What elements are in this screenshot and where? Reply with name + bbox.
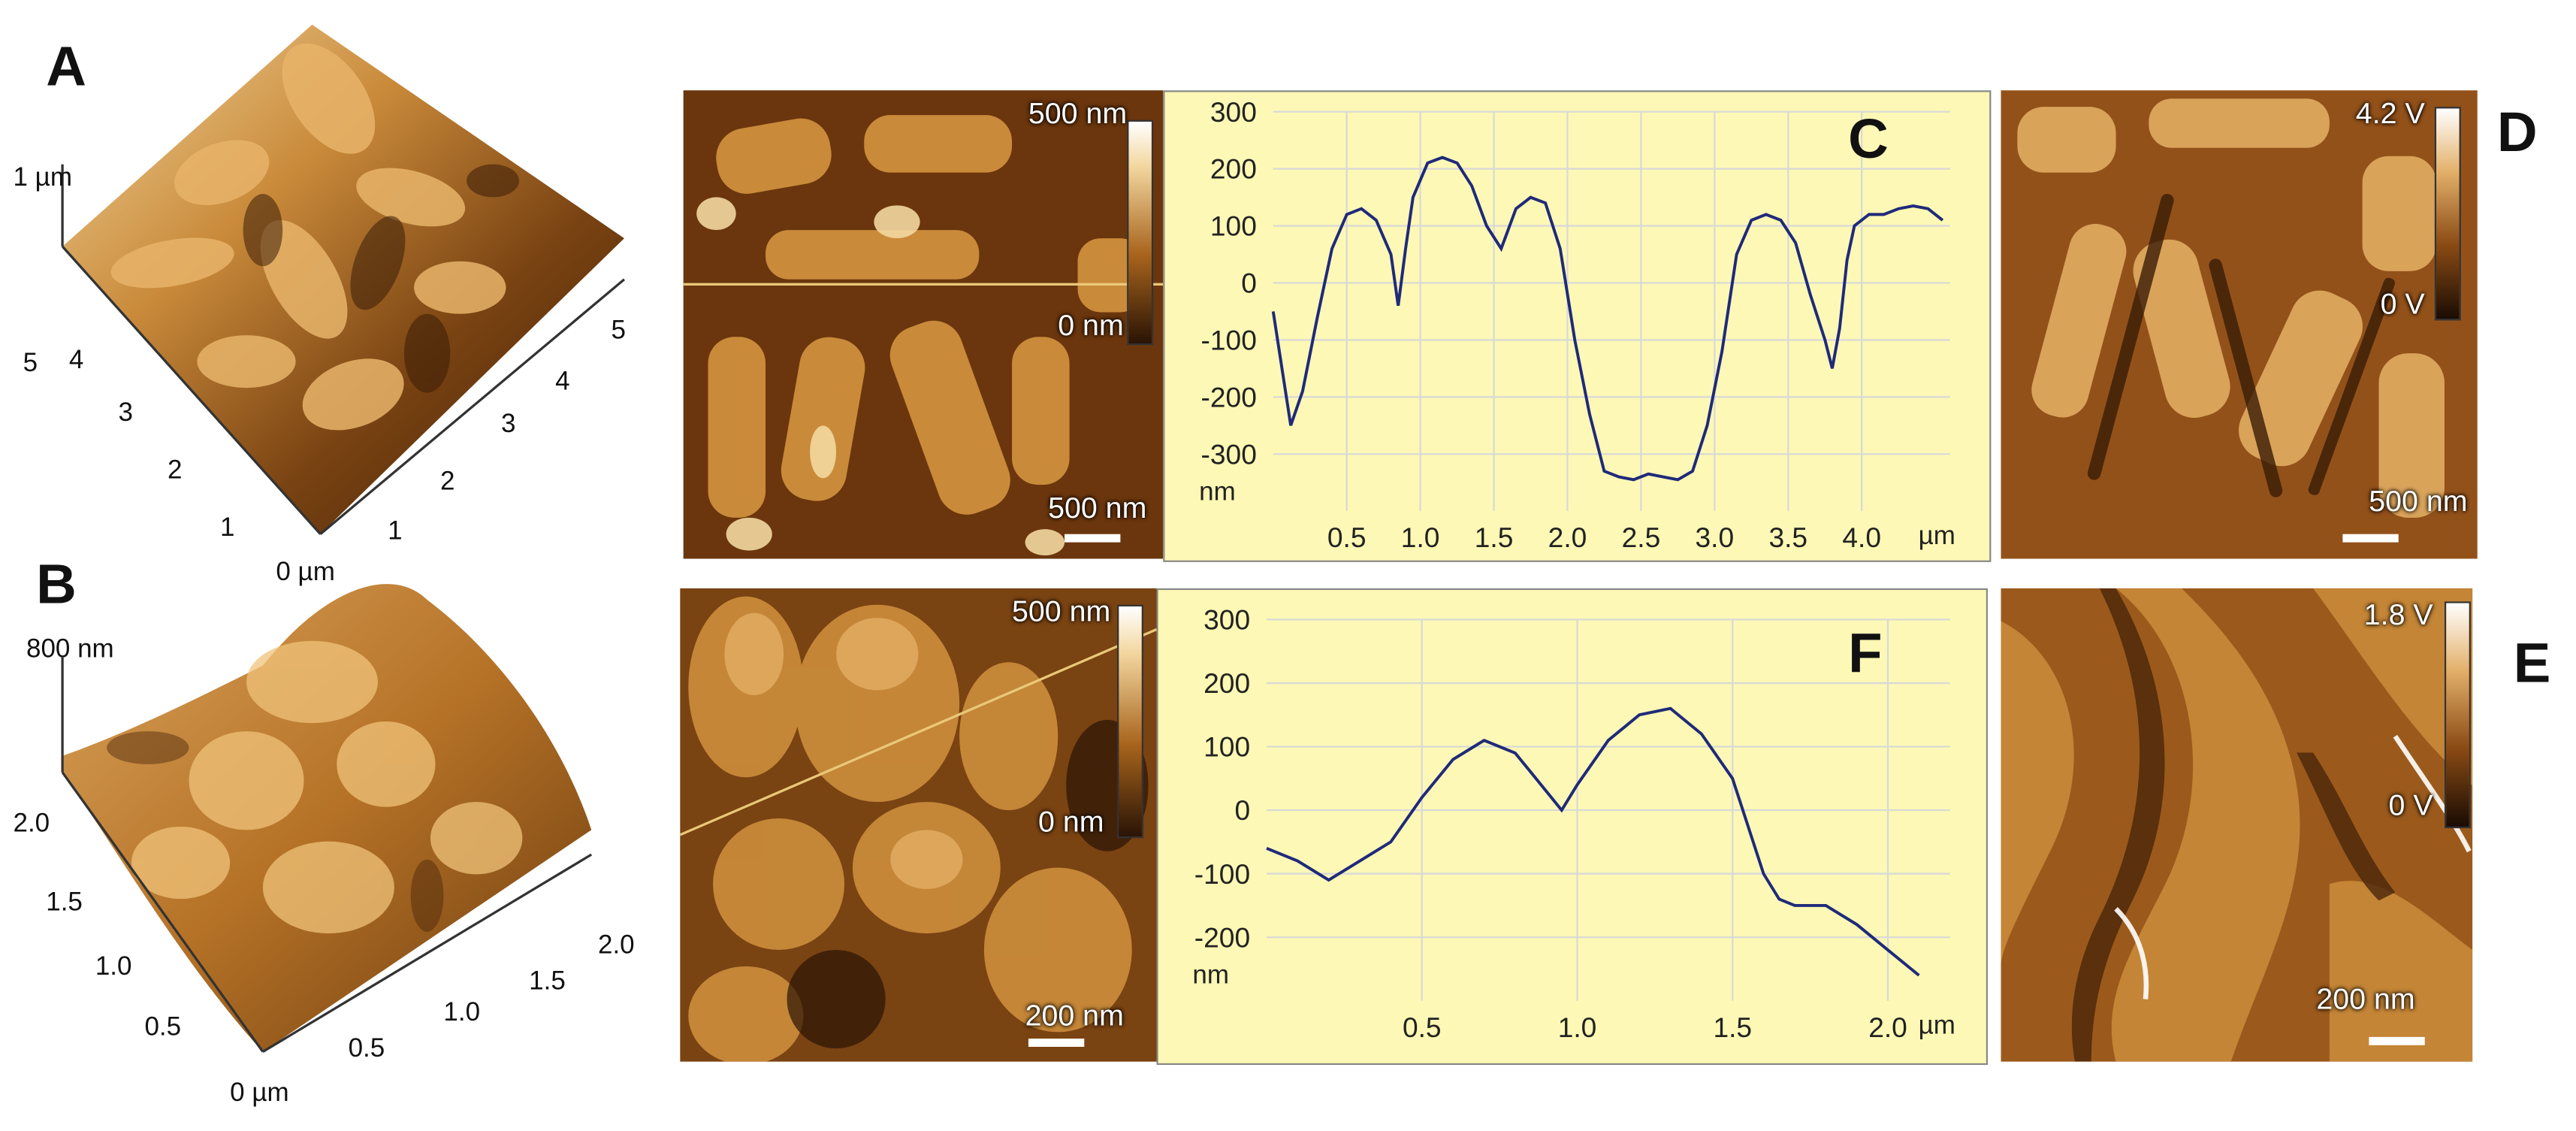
- x-tick-label: 2.0: [1548, 522, 1587, 553]
- z-axis-label: 1 µm: [13, 164, 72, 192]
- left-tick-1: 5: [23, 349, 38, 378]
- topo-bottom-texture: [680, 588, 1157, 1062]
- x-tick-label: 0.5: [1403, 1012, 1442, 1043]
- y-tick-label: -100: [1194, 858, 1250, 890]
- x-tick-label: 0.5: [1327, 522, 1367, 553]
- colorbar-min: 0 V: [2380, 287, 2425, 321]
- colorbar-max: 500 nm: [1011, 594, 1111, 628]
- panel-label-d: D: [2496, 101, 2538, 165]
- colorbar: [1117, 604, 1144, 839]
- y-tick-label: 300: [1203, 604, 1250, 636]
- panel-label-f: F: [1848, 622, 1883, 685]
- right-tick-2: 1.0: [443, 999, 481, 1027]
- panel-label-c: C: [1848, 108, 1889, 171]
- profile-series-line: [1271, 156, 1944, 482]
- x-tick-label: 4.0: [1842, 522, 1881, 553]
- phase-bottom-texture: [2001, 588, 2473, 1062]
- right-tick-1: 0.5: [348, 1035, 385, 1063]
- right-tick-3: 3: [500, 410, 516, 439]
- right-tick-2: 2: [440, 468, 455, 497]
- x-axis-label: µm: [1919, 1010, 1955, 1039]
- x-tick-label: 2.5: [1622, 522, 1661, 553]
- colorbar-min: 0 V: [2388, 788, 2433, 822]
- left-tick-2: 1.5: [46, 889, 83, 918]
- scale-bar: [2369, 1036, 2425, 1045]
- left-tick-3: 3: [118, 399, 133, 428]
- y-tick-label: -200: [1201, 381, 1257, 413]
- scale-bar-label: 500 nm: [2369, 485, 2468, 518]
- z-axis-label: 800 nm: [26, 636, 114, 664]
- colorbar-min: 0 nm: [1058, 309, 1124, 342]
- y-axis-label: nm: [1192, 960, 1229, 989]
- x-tick-label: 1.5: [1475, 522, 1514, 553]
- x-tick-label: 1.0: [1401, 522, 1440, 553]
- panel-b-3d-surface: [61, 584, 593, 1053]
- x-tick-label: 1.0: [1558, 1012, 1597, 1043]
- x-tick-label: 3.0: [1696, 522, 1735, 553]
- left-tick-4: 0.5: [144, 1014, 182, 1042]
- colorbar-max: 4.2 V: [2355, 97, 2425, 130]
- chart-f-svg: 300 200 100 0 -100 -200 0.5 1.0 1.5 2.0 nm µm: [1192, 604, 1955, 1043]
- left-tick-5: 1: [220, 514, 235, 543]
- colorbar: [2444, 601, 2471, 829]
- y-tick-label: -100: [1201, 324, 1257, 355]
- panel-label-e: E: [2513, 632, 2551, 696]
- right-tick-4: 2.0: [597, 931, 635, 960]
- phase-top-texture: [2001, 90, 2478, 559]
- colorbar: [1127, 119, 1154, 346]
- y-tick-label: -200: [1194, 921, 1250, 953]
- scale-bar-label: 200 nm: [1025, 999, 1124, 1033]
- y-tick-label: 200: [1203, 667, 1250, 699]
- phase-image-bottom: 1.8 V 0 V 200 nm: [2001, 588, 2473, 1062]
- scale-bar-label: 200 nm: [2316, 982, 2415, 1016]
- chart-c-svg: 300 200 100 0 -100 -200 -300 0.5 1.0 1.5 2.0 2.5 3.0…: [1199, 96, 1955, 553]
- topo-top-texture: [683, 90, 1164, 559]
- colorbar-max: 1.8 V: [2363, 597, 2433, 631]
- y-tick-label: 0: [1234, 794, 1250, 826]
- right-tick-3: 1.5: [529, 968, 566, 996]
- y-tick-label: 0: [1241, 268, 1257, 299]
- x-axis-label: µm: [1919, 521, 1955, 550]
- y-tick-label: 100: [1210, 210, 1257, 242]
- colorbar-max: 500 nm: [1028, 97, 1128, 130]
- y-tick-label: 200: [1210, 153, 1257, 185]
- x-tick-label: 3.5: [1768, 522, 1807, 553]
- profile-chart-c: 300 200 100 0 -100 -200 -300 0.5 1.0 1.5 2.0 2.5 3.0…: [1163, 90, 1992, 562]
- phase-image-top: 4.2 V 0 V 500 nm: [2001, 90, 2478, 559]
- panel-label-a: A: [46, 36, 86, 99]
- origin-label: 0 µm: [230, 1079, 289, 1108]
- panel-label-b: B: [36, 553, 77, 617]
- topo-image-top: 500 nm 0 nm 500 nm: [683, 90, 1164, 559]
- scale-bar-label: 500 nm: [1048, 491, 1147, 525]
- scale-bar: [1028, 1039, 1085, 1047]
- right-tick-5: 5: [611, 317, 626, 346]
- profile-chart-f: 300 200 100 0 -100 -200 0.5 1.0 1.5 2.0 nm µm F: [1156, 588, 1989, 1066]
- left-tick-2: 4: [68, 346, 84, 375]
- scale-bar: [2342, 534, 2399, 543]
- y-tick-label: 300: [1210, 96, 1257, 128]
- panel-a-3d-surface: [61, 24, 626, 535]
- profile-series-line: [1266, 706, 1920, 977]
- colorbar: [2434, 107, 2461, 321]
- x-tick-label: 2.0: [1868, 1012, 1907, 1043]
- panel-b: B 800 nm 2.0 1.5 1.0 0.5 0.5 1.0 1.5 2.0…: [0, 551, 657, 1131]
- left-tick-4: 2: [168, 456, 183, 485]
- panel-a: A 1 µm 5 4 3 2 1 1 2 3 4 5 0 µm: [0, 0, 657, 591]
- left-tick-1: 2.0: [13, 810, 50, 839]
- topo-image-bottom: 500 nm 0 nm 200 nm: [680, 588, 1157, 1062]
- y-tick-label: 100: [1203, 731, 1250, 763]
- right-tick-1: 1: [388, 517, 403, 546]
- colorbar-min: 0 nm: [1037, 805, 1104, 839]
- left-tick-3: 1.0: [95, 953, 132, 981]
- y-axis-label: nm: [1199, 476, 1236, 506]
- x-tick-label: 1.5: [1713, 1012, 1752, 1043]
- scale-bar: [1065, 534, 1121, 543]
- right-tick-4: 4: [555, 367, 570, 397]
- origin-label: 0 µm: [276, 558, 335, 587]
- y-tick-label: -300: [1201, 438, 1257, 470]
